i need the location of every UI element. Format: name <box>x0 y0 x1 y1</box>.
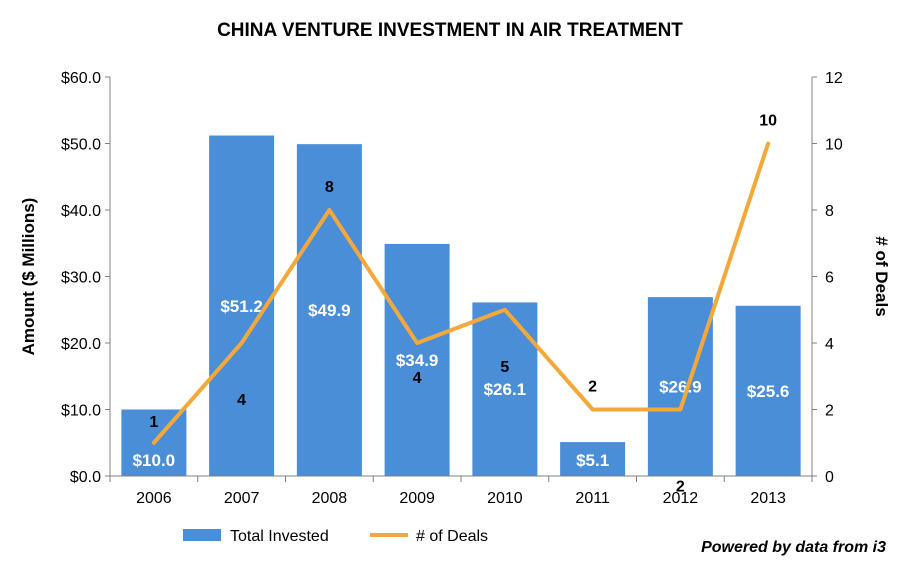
deal-labels-group: 1 4 8 4 5 2 2 10 <box>149 113 777 496</box>
legend-label-deals: # of Deals <box>416 528 488 545</box>
deals-value-label: 4 <box>237 392 246 409</box>
bar <box>647 297 713 476</box>
y-tick-label-left: $60.0 <box>61 70 101 87</box>
deals-value-label: 1 <box>149 414 158 431</box>
y2-axis-title: # of Deals <box>872 236 891 316</box>
y-ticks-left: $0.0 $10.0 $20.0 $30.0 $40.0 $50.0 $60.0 <box>61 70 110 486</box>
bar-value-label: $49.9 <box>308 301 351 320</box>
bar-value-label: $34.9 <box>396 351 439 370</box>
legend-label-total-invested: Total Invested <box>230 528 329 545</box>
deals-value-label: 2 <box>588 379 597 396</box>
bar-value-label: $26.1 <box>484 380 527 399</box>
y-tick-label-left: $20.0 <box>61 336 101 353</box>
y-tick-label-left: $40.0 <box>61 203 101 220</box>
x-tick-label: 2010 <box>487 490 523 507</box>
y-tick-label-right: 2 <box>825 403 834 420</box>
y-axis-title: Amount ($ Millions) <box>19 198 38 356</box>
deals-value-label: 2 <box>676 479 685 496</box>
x-tick-label: 2013 <box>750 490 786 507</box>
y-tick-label-left: $0.0 <box>70 469 101 486</box>
bar-value-label: $25.6 <box>747 382 790 401</box>
bar-value-label: $5.1 <box>576 451 609 470</box>
x-tick-label: 2006 <box>136 490 172 507</box>
x-tick-label: 2007 <box>224 490 260 507</box>
y-tick-label-right: 12 <box>825 70 843 87</box>
deals-value-label: 4 <box>413 370 422 387</box>
deals-value-label: 8 <box>325 179 334 196</box>
bar-value-label: $51.2 <box>220 297 263 316</box>
deals-line-group <box>151 141 771 445</box>
y-tick-label-right: 4 <box>825 336 834 353</box>
deals-line <box>151 141 771 445</box>
bar-value-label: $10.0 <box>133 451 176 470</box>
y-tick-label-left: $30.0 <box>61 270 101 287</box>
x-tick-label: 2012 <box>663 490 699 507</box>
x-tick-label: 2011 <box>575 490 610 507</box>
deals-value-label: 10 <box>759 113 777 130</box>
y-ticks-right: 0 2 4 6 8 10 12 <box>812 70 843 486</box>
bar <box>560 442 626 476</box>
legend: Total Invested # of Deals <box>183 528 488 545</box>
bar-value-label: $26.9 <box>659 378 702 397</box>
y-tick-label-left: $50.0 <box>61 137 101 154</box>
y-tick-label-right: 10 <box>825 137 843 154</box>
deals-value-label: 5 <box>500 359 509 376</box>
bar <box>209 135 275 476</box>
x-tick-label: 2009 <box>399 490 435 507</box>
y-tick-label-left: $10.0 <box>61 403 101 420</box>
y-tick-label-right: 0 <box>825 469 834 486</box>
y-tick-label-right: 6 <box>825 270 834 287</box>
x-ticks: 2006 2007 2008 2009 2010 2011 2012 2013 <box>109 476 813 507</box>
legend-swatch-total-invested <box>183 529 221 541</box>
y-tick-label-right: 8 <box>825 203 834 220</box>
source-footer: Powered by data from i3 <box>701 539 886 556</box>
bar <box>735 305 801 476</box>
x-tick-label: 2008 <box>312 490 348 507</box>
chart-title: CHINA VENTURE INVESTMENT IN AIR TREATMEN… <box>217 20 683 41</box>
bar-labels-group: $10.0 $51.2 $49.9 $34.9 $26.1 $5.1 $26.9 $25.6 <box>133 297 790 470</box>
bar <box>296 144 362 477</box>
bars-group <box>121 135 801 477</box>
bar <box>384 243 450 476</box>
